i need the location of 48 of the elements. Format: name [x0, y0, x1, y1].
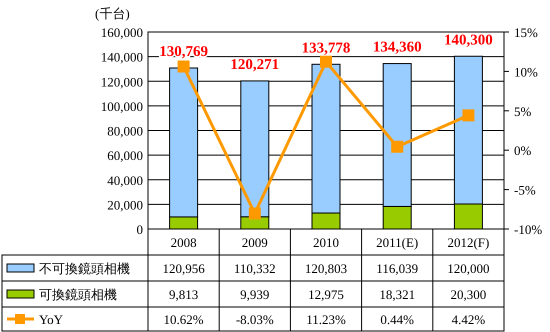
data-label: -8.03% [236, 312, 274, 327]
y-tick-label: 100,000 [100, 98, 143, 114]
data-label: 120,000 [447, 261, 490, 276]
x-tick-label: 2011(E) [376, 235, 418, 250]
legend-label: 可換鏡頭相機 [39, 287, 117, 302]
y-tick-label: 120,000 [100, 74, 143, 90]
x-tick-label: 2009 [242, 235, 268, 250]
data-label: 9,813 [168, 287, 198, 302]
y2-tick-label: 0% [514, 143, 532, 158]
total-label: 140,300 [444, 32, 493, 48]
x-tick-label: 2012(F) [447, 235, 490, 250]
data-label: 18,321 [379, 287, 416, 302]
legend-label: YoY [39, 312, 64, 327]
x-tick-label: 2010 [313, 235, 339, 250]
y-tick-label: 80,000 [107, 124, 143, 138]
x-tick-label: 2008 [170, 235, 197, 250]
total-label: 133,778 [302, 40, 350, 56]
y2-tick-label: 5% [514, 104, 532, 119]
data-label: 0.44% [380, 312, 414, 327]
data-label: 10.62% [164, 312, 204, 327]
data-label: 4.42% [452, 312, 486, 327]
y-tick-label: 60,000 [107, 148, 143, 164]
y2-tick-label: -5% [514, 182, 536, 198]
y2-tick-label: -10% [514, 222, 542, 237]
point [178, 60, 190, 73]
y-tick-label: 140,000 [100, 50, 143, 65]
point [248, 207, 261, 220]
data-label: 120,956 [162, 261, 206, 276]
data-label: 20,300 [450, 287, 486, 302]
y-tick-label: 0 [136, 222, 143, 237]
data-label: 9,939 [240, 287, 270, 302]
point [391, 140, 404, 153]
y2-tick-label: 10% [514, 64, 538, 80]
y2-tick-label: 15% [514, 25, 538, 40]
data-label: 110,332 [234, 261, 276, 276]
data-label: 12,975 [308, 287, 344, 302]
data-label: 120,803 [304, 261, 348, 276]
data-label: 11.23% [306, 312, 346, 327]
y-tick-label: 20,000 [107, 197, 143, 212]
y-axis-title: (千台) [95, 6, 130, 21]
point [320, 56, 332, 68]
y-tick-label: 160,000 [100, 25, 143, 40]
total-label: 120,271 [230, 56, 280, 73]
legend-label: 不可換鏡頭相機 [39, 261, 130, 276]
total-label: 134,360 [372, 40, 422, 56]
point [462, 109, 474, 122]
y-tick-label: 40,000 [107, 172, 143, 188]
data-label: 116,039 [376, 261, 418, 276]
